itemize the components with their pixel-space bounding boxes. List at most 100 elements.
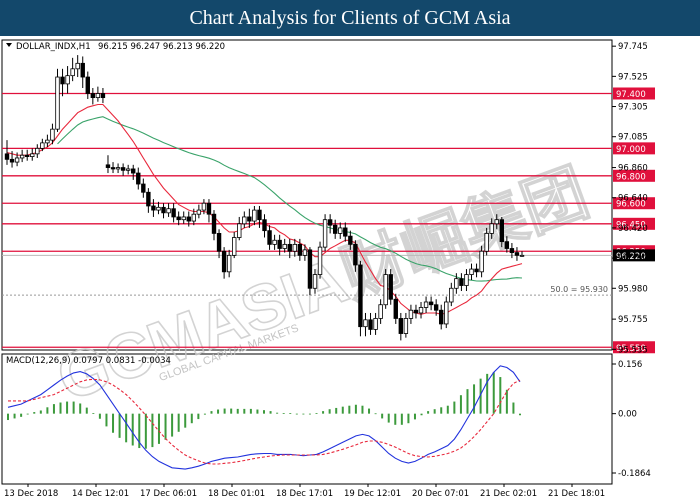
candle [201, 199, 207, 215]
candle [317, 241, 323, 279]
candle [237, 216, 242, 241]
macd-hist-bar [256, 409, 259, 414]
candle [19, 149, 25, 163]
price-tick-label: 96.420 [618, 224, 648, 234]
candle [439, 304, 444, 330]
candle [393, 293, 398, 324]
candle [24, 149, 30, 161]
candle [307, 247, 313, 296]
level-label: 97.000 [616, 145, 646, 155]
macd-hist-bar [72, 401, 75, 414]
macd-hist-bar [368, 408, 371, 414]
macd-hist-bar [374, 413, 377, 415]
candle [191, 208, 197, 226]
candle [60, 68, 65, 97]
time-tick-label: 18 Dec 17:01 [276, 489, 333, 499]
candle [514, 247, 520, 261]
macd-tick-label: -0.1864 [618, 469, 651, 479]
signal-line [8, 378, 521, 465]
ohlc-readout: 96.215 96.247 96.213 96.220 [98, 42, 225, 52]
macd-hist-bar [446, 405, 449, 414]
candle [363, 312, 368, 337]
macd-hist-bar [459, 395, 462, 414]
dropdown-triangle-icon[interactable] [6, 43, 12, 47]
candle [378, 299, 383, 324]
candle [252, 205, 257, 226]
candle [50, 123, 55, 145]
macd-hist-bar [341, 406, 344, 414]
candle [373, 312, 378, 335]
candle [504, 236, 510, 253]
time-tick-label: 19 Dec 12:01 [344, 489, 401, 499]
price-tick-label: 97.525 [618, 72, 648, 82]
candle [444, 296, 449, 329]
candle [343, 222, 348, 242]
candle [277, 234, 282, 256]
candle [383, 269, 388, 309]
macd-hist-bar [223, 408, 226, 414]
macd-hist-bar [519, 413, 521, 416]
candle [242, 211, 247, 228]
candle [494, 214, 499, 230]
candle [297, 238, 303, 261]
macd-tick-label: 0.156 [618, 360, 642, 370]
candle [166, 203, 171, 217]
candle [398, 312, 404, 341]
candle [146, 188, 151, 213]
macd-hist-bar [328, 409, 331, 414]
macd-hist-bar [243, 408, 246, 414]
price-tick-label: 96.200 [618, 254, 648, 264]
macd-line [7, 365, 521, 470]
macd-hist-bar [453, 401, 456, 414]
macd-panel [1, 353, 613, 485]
candle [247, 208, 252, 228]
macd-hist-bar [92, 413, 95, 414]
candle [454, 273, 459, 294]
time-tick-label: 14 Dec 12:01 [72, 489, 129, 499]
candle [408, 304, 414, 324]
level-label: 95.550 [616, 344, 646, 354]
macd-tick-label: 0.00 [618, 410, 637, 420]
candle [136, 167, 141, 190]
macd-hist-bar [164, 413, 167, 440]
candle [105, 155, 111, 174]
macd-hist-bar [486, 373, 489, 414]
candle [282, 238, 287, 253]
candle [499, 216, 505, 248]
macd-axis: 0.156 0.00 -0.1864 [612, 360, 651, 479]
candle [287, 238, 292, 259]
price-tick-label: 97.745 [618, 42, 648, 52]
ma-slow-line [57, 116, 523, 282]
macd-hist-bar [13, 413, 16, 419]
candle [484, 227, 489, 256]
candle [423, 296, 429, 313]
current-price-label: 96.220 [616, 252, 646, 262]
candle [131, 164, 136, 180]
candle [509, 243, 515, 259]
macd-hist-bar [105, 413, 108, 427]
price-chart[interactable]: GCMASIA财崛集团 GLOBAL CAPITAL MARKETS 97.40… [0, 36, 700, 500]
candle [125, 164, 131, 175]
level-label: 96.600 [616, 200, 646, 210]
candle [211, 210, 217, 241]
price-tick-label: 96.860 [618, 164, 648, 174]
candle [226, 249, 232, 278]
time-tick-label: 17 Dec 06:01 [140, 489, 197, 499]
macd-hist-bar [354, 404, 357, 414]
candle [90, 88, 96, 105]
candle [428, 296, 434, 311]
macd-hist-bar [39, 410, 42, 414]
macd-hist-bar [20, 413, 23, 417]
candle [35, 144, 40, 158]
macd-hist-bar [98, 413, 101, 419]
macd-hist-bar [413, 413, 416, 420]
macd-hist-bar [407, 413, 410, 424]
macd-hist-bar [52, 404, 55, 414]
candle [196, 204, 202, 219]
candle [206, 199, 212, 223]
macd-hist-bar [197, 413, 200, 420]
macd-hist-bar [433, 409, 436, 414]
level-label: 96.800 [616, 172, 646, 182]
level-label: 96.450 [616, 220, 646, 230]
macd-hist-bar [210, 411, 213, 414]
